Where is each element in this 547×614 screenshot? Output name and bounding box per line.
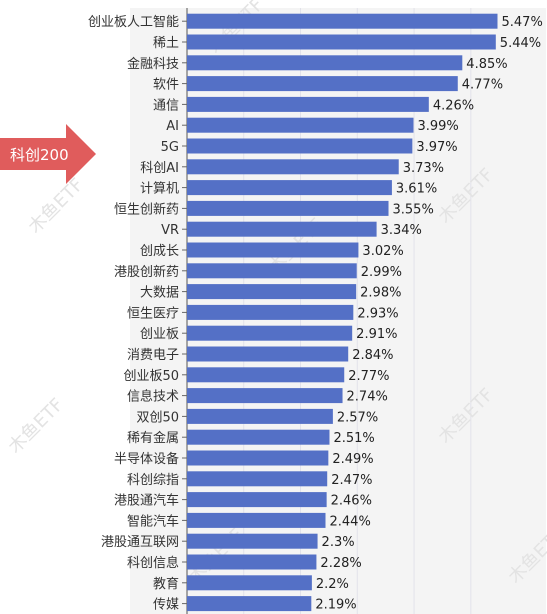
value-label: 2.91% (356, 327, 397, 342)
value-label: 3.34% (381, 223, 422, 238)
bar (187, 471, 328, 487)
value-label: 3.99% (417, 119, 458, 134)
value-label: 4.77% (462, 78, 503, 93)
bar (187, 55, 463, 71)
value-label: 2.77% (348, 369, 389, 384)
bar (187, 284, 357, 300)
bar (187, 325, 353, 341)
value-label: 2.3% (322, 535, 355, 550)
category-label: 半导体设备 (114, 451, 179, 467)
value-label: 2.74% (347, 390, 388, 405)
value-label: 2.44% (330, 514, 371, 529)
value-label: 2.98% (360, 286, 401, 301)
bar (187, 575, 312, 591)
value-label: 2.46% (331, 494, 372, 509)
category-label: 科创综指 (127, 473, 179, 488)
category-label: 创成长 (140, 244, 179, 259)
category-label: 稀土 (153, 36, 179, 51)
bar (187, 138, 413, 154)
bar (187, 450, 329, 466)
bar (187, 304, 354, 320)
bar (187, 596, 312, 612)
value-label: 2.84% (352, 348, 393, 363)
category-label: 传媒 (153, 598, 179, 613)
value-label: 4.26% (433, 98, 474, 113)
value-label: 5.44% (500, 36, 541, 51)
bar (187, 159, 399, 175)
category-label: 计算机 (140, 182, 179, 197)
value-label: 2.57% (337, 410, 378, 425)
value-label: 2.93% (357, 306, 398, 321)
bar (187, 367, 345, 383)
value-label: 3.02% (362, 244, 403, 259)
value-label: 3.73% (403, 161, 444, 176)
bar (187, 512, 326, 528)
category-label: 港股通汽车 (114, 493, 179, 509)
bar (187, 96, 429, 112)
category-label: 创业板50 (123, 369, 179, 384)
category-label: 大数据 (140, 286, 179, 301)
bar (187, 533, 318, 549)
value-label: 2.19% (315, 598, 356, 613)
bar (187, 180, 392, 196)
category-label: 智能汽车 (127, 513, 179, 529)
value-label: 5.47% (502, 15, 543, 30)
category-label: 创业板 (140, 327, 179, 342)
bar (187, 492, 327, 508)
watermark-text: 木鱼ETF (4, 394, 67, 457)
category-label: 科创AI (140, 161, 179, 176)
category-label: 信息技术 (127, 389, 179, 405)
watermark-text: 木鱼ETF (24, 174, 87, 237)
value-label: 2.28% (320, 556, 361, 571)
value-label: 2.99% (361, 265, 402, 280)
value-label: 2.49% (332, 452, 373, 467)
category-label: VR (161, 223, 179, 238)
bar (187, 34, 496, 50)
bar (187, 554, 317, 570)
category-label: 港股通互联网 (101, 535, 179, 550)
bar (187, 117, 414, 133)
value-label: 2.2% (316, 577, 349, 592)
bar (187, 388, 343, 404)
annotation-label: 科创200 (10, 146, 69, 164)
bar (187, 221, 377, 237)
bar (187, 76, 458, 92)
value-label: 2.47% (331, 473, 372, 488)
category-label: AI (166, 119, 179, 134)
category-label: 软件 (153, 78, 179, 93)
category-label: 恒生创新药 (114, 201, 179, 217)
bar (187, 408, 333, 424)
category-label: 通信 (153, 98, 179, 113)
category-label: 科创信息 (127, 555, 179, 571)
bar (187, 429, 330, 445)
category-label: 金融科技 (127, 56, 179, 72)
value-label: 3.61% (396, 182, 437, 197)
category-label: 港股创新药 (114, 264, 179, 280)
category-label: 双创50 (136, 410, 179, 425)
value-label: 4.85% (466, 57, 507, 72)
value-label: 3.97% (416, 140, 457, 155)
bar (187, 13, 498, 29)
bar (187, 346, 349, 362)
category-label: 5G (161, 140, 179, 155)
value-label: 2.51% (333, 431, 374, 446)
bar (187, 263, 357, 279)
category-label: 恒生医疗 (127, 306, 179, 321)
annotation-arrow (0, 124, 96, 184)
bar (187, 242, 359, 258)
category-label: 消费电子 (127, 348, 179, 363)
bar (187, 200, 389, 216)
category-label: 稀有金属 (127, 430, 179, 446)
category-label: 教育 (153, 576, 179, 592)
category-label: 创业板人工智能 (88, 15, 179, 30)
value-label: 3.55% (393, 202, 434, 217)
